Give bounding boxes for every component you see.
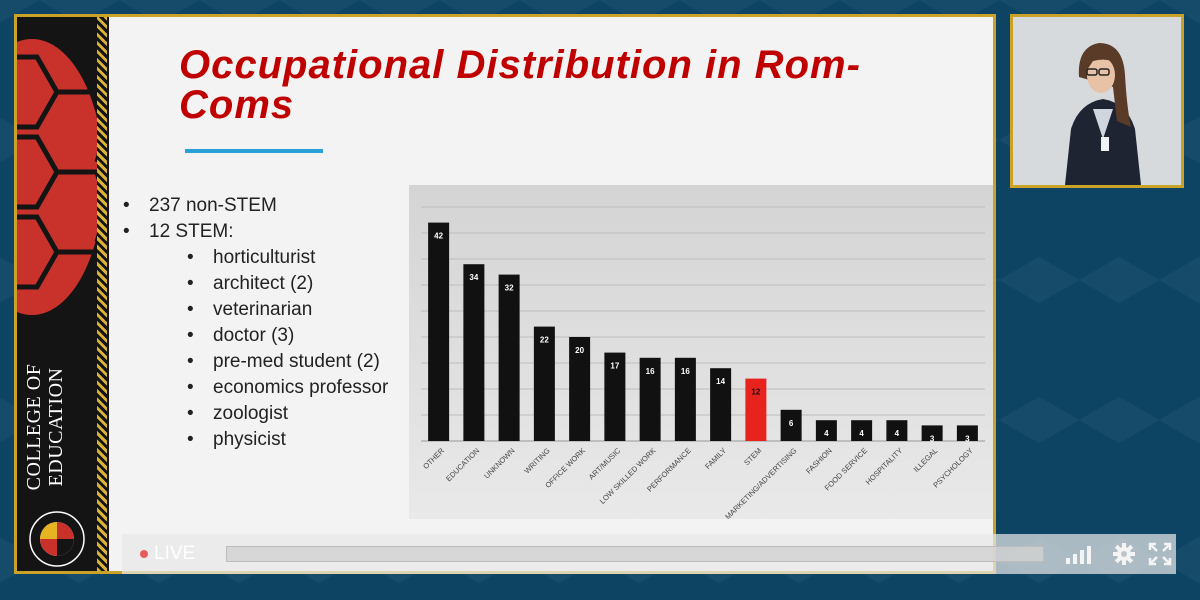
bar-performance bbox=[674, 357, 696, 441]
bar-value-label: 16 bbox=[646, 367, 655, 376]
bar-psychology bbox=[956, 425, 978, 441]
bar-low-skilled-work bbox=[639, 357, 661, 441]
category-label: UNKNOWN bbox=[482, 446, 516, 480]
terrapin-shell-graphic bbox=[17, 39, 107, 315]
college-sidebar: COLLEGE OF EDUCATION bbox=[17, 17, 109, 571]
bar-value-label: 4 bbox=[895, 429, 900, 438]
category-label: OTHER bbox=[421, 446, 446, 471]
sub-bullet: economics professor bbox=[149, 375, 419, 401]
college-of-education-label: COLLEGE OF EDUCATION bbox=[23, 347, 67, 507]
bar-fashion bbox=[815, 420, 837, 441]
category-label: WRITING bbox=[522, 446, 551, 475]
sub-bullet: architect (2) bbox=[149, 271, 419, 297]
bullet-stem: 12 STEM: horticulturist architect (2) ve… bbox=[119, 219, 419, 453]
bar-value-label: 42 bbox=[434, 232, 443, 241]
college-line-1: COLLEGE OF bbox=[23, 363, 45, 491]
expand-icon[interactable] bbox=[1148, 542, 1172, 566]
bar-value-label: 16 bbox=[681, 367, 690, 376]
category-label: ART/MUSIC bbox=[587, 446, 623, 482]
live-label[interactable]: LIVE bbox=[154, 543, 196, 564]
bar-value-label: 3 bbox=[930, 434, 935, 443]
bar-value-label: 4 bbox=[859, 429, 864, 438]
sub-bullet: physicist bbox=[149, 427, 419, 453]
bar-value-label: 22 bbox=[540, 336, 549, 345]
bar-unknown bbox=[498, 274, 520, 441]
sub-bullet: doctor (3) bbox=[149, 323, 419, 349]
bar-illegal bbox=[921, 425, 943, 441]
sub-bullet: veterinarian bbox=[149, 297, 419, 323]
bar-value-label: 32 bbox=[505, 284, 514, 293]
bar-hospitality bbox=[886, 420, 908, 441]
sub-bullet: pre-med student (2) bbox=[149, 349, 419, 375]
category-label: HOSPITALITY bbox=[864, 446, 904, 486]
sub-bullet: horticulturist bbox=[149, 245, 419, 271]
progress-bar[interactable] bbox=[226, 546, 1044, 562]
gold-stripe bbox=[97, 17, 107, 571]
bar-marketing-advertising bbox=[780, 409, 802, 441]
speaker-webcam bbox=[1010, 14, 1184, 188]
bar-other bbox=[428, 222, 450, 441]
college-line-2: EDUCATION bbox=[45, 367, 67, 487]
chart-svg: 42OTHER34EDUCATION32UNKNOWN22WRITING20OF… bbox=[421, 206, 985, 519]
bullet-stem-label: 12 STEM: bbox=[149, 221, 234, 242]
occupation-bar-chart: 42 OTHER 34 EDUCATION 32 UNKNOWN 22 WRITING 20 OF… bbox=[409, 185, 993, 519]
category-label: MARKETING/ADVERTISING bbox=[723, 446, 798, 519]
speaker-figure bbox=[1013, 17, 1181, 185]
stem-sub-list: horticulturist architect (2) veterinaria… bbox=[149, 245, 419, 453]
category-label: ILLEGAL bbox=[912, 446, 940, 474]
category-label: EDUCATION bbox=[444, 446, 481, 483]
bullet-list: 237 non-STEM 12 STEM: horticulturist arc… bbox=[119, 193, 419, 453]
bar-value-label: 12 bbox=[751, 388, 760, 397]
bar-office-work bbox=[569, 337, 591, 441]
player-controls: LIVE bbox=[122, 534, 1176, 574]
signal-icon[interactable] bbox=[1066, 544, 1096, 564]
category-label: STEM bbox=[742, 446, 763, 467]
bullet-non-stem: 237 non-STEM bbox=[119, 193, 419, 219]
bar-value-label: 20 bbox=[575, 346, 584, 355]
bar-value-label: 6 bbox=[789, 419, 794, 428]
slide-frame: COLLEGE OF EDUCATION Occupational Distri… bbox=[14, 14, 996, 574]
bar-stem bbox=[745, 378, 767, 441]
bar-family bbox=[710, 368, 732, 441]
bar-value-label: 4 bbox=[824, 429, 829, 438]
bar-food-service bbox=[851, 420, 873, 441]
bar-art-music bbox=[604, 352, 626, 441]
slide-title: Occupational Distribution in Rom-Coms bbox=[179, 43, 861, 127]
sub-bullet: zoologist bbox=[149, 401, 419, 427]
category-label: FAMILY bbox=[703, 446, 728, 471]
bar-value-label: 3 bbox=[965, 434, 970, 443]
live-dot-icon bbox=[140, 550, 148, 558]
slide-content: Occupational Distribution in Rom-Coms 23… bbox=[109, 17, 993, 571]
bar-value-label: 34 bbox=[469, 273, 478, 282]
bar-value-label: 17 bbox=[610, 362, 619, 371]
university-seal-icon bbox=[29, 511, 85, 567]
bar-education bbox=[463, 264, 485, 441]
category-label: FASHION bbox=[804, 446, 834, 476]
gear-icon[interactable] bbox=[1112, 542, 1136, 566]
title-underline bbox=[185, 149, 323, 153]
bar-value-label: 14 bbox=[716, 377, 725, 386]
bar-writing bbox=[533, 326, 555, 441]
